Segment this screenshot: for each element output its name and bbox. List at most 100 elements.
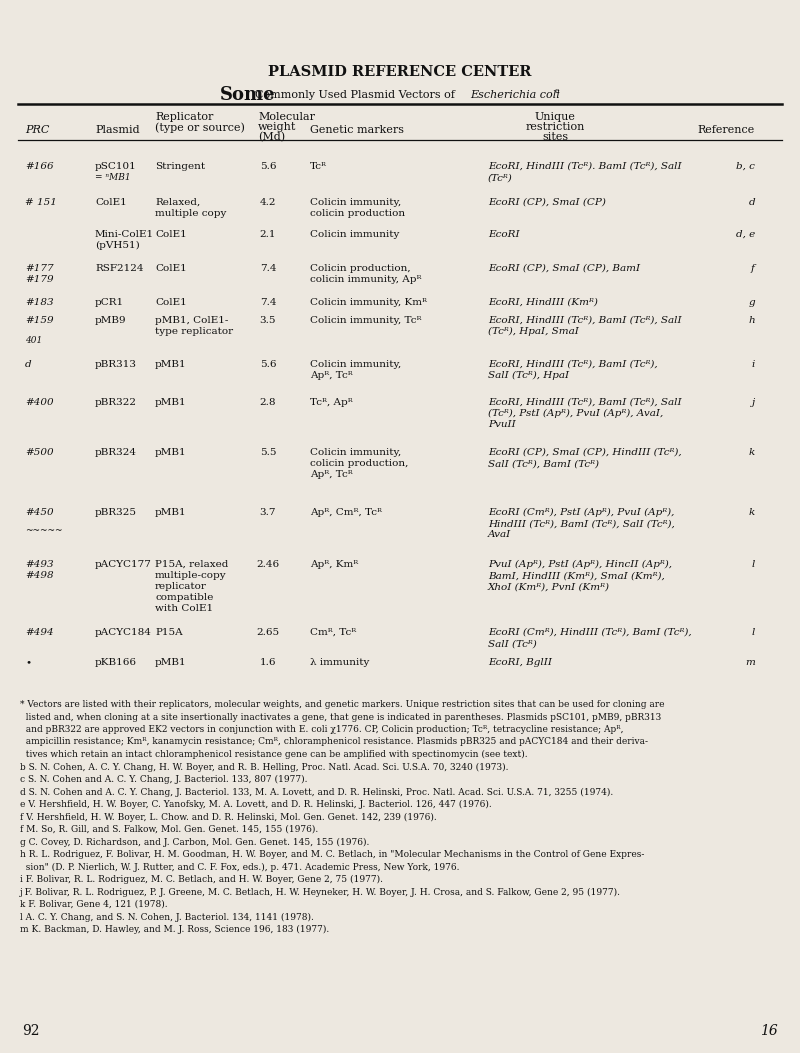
Text: #183: #183	[25, 298, 54, 307]
Text: pMB1: pMB1	[155, 448, 186, 457]
Text: PRC: PRC	[25, 125, 50, 135]
Text: P15A: P15A	[155, 628, 182, 637]
Text: k F. Bolivar, Gene 4, 121 (1978).: k F. Bolivar, Gene 4, 121 (1978).	[20, 900, 168, 909]
Text: EcoRI (CP), SmaI (CP): EcoRI (CP), SmaI (CP)	[488, 198, 606, 207]
Text: 1.6: 1.6	[260, 658, 276, 667]
Text: EcoRI (Cmᴿ), HindIII (Tcᴿ), BamI (Tcᴿ),
SalI (Tcᴿ): EcoRI (Cmᴿ), HindIII (Tcᴿ), BamI (Tcᴿ), …	[488, 628, 692, 648]
Text: ampicillin resistance; Kmᴿ, kanamycin resistance; Cmᴿ, chloramphenicol resistanc: ampicillin resistance; Kmᴿ, kanamycin re…	[20, 737, 648, 747]
Text: 5.5: 5.5	[260, 448, 276, 457]
Text: ~~~~~: ~~~~~	[25, 526, 62, 535]
Text: b S. N. Cohen, A. C. Y. Chang, H. W. Boyer, and R. B. Helling, Proc. Natl. Acad.: b S. N. Cohen, A. C. Y. Chang, H. W. Boy…	[20, 762, 509, 772]
Text: Unique: Unique	[534, 112, 575, 122]
Text: Apᴿ, Kmᴿ: Apᴿ, Kmᴿ	[310, 560, 358, 569]
Text: •: •	[25, 658, 31, 667]
Text: EcoRI (CP), SmaI (CP), HindIII (Tcᴿ),
SalI (Tcᴿ), BamI (Tcᴿ): EcoRI (CP), SmaI (CP), HindIII (Tcᴿ), Sa…	[488, 448, 682, 469]
Text: EcoRI, BglII: EcoRI, BglII	[488, 658, 552, 667]
Text: sion" (D. P. Nierlich, W. J. Rutter, and C. F. Fox, eds.), p. 471. Academic Pres: sion" (D. P. Nierlich, W. J. Rutter, and…	[20, 862, 459, 872]
Text: EcoRI (CP), SmaI (CP), BamI: EcoRI (CP), SmaI (CP), BamI	[488, 264, 640, 273]
Text: j: j	[752, 398, 755, 408]
Text: 2.8: 2.8	[260, 398, 276, 408]
Text: #494: #494	[25, 628, 54, 637]
Text: 401: 401	[25, 336, 42, 345]
Text: 2.46: 2.46	[257, 560, 279, 569]
Text: pMB1: pMB1	[155, 398, 186, 408]
Text: 7.4: 7.4	[260, 298, 276, 307]
Text: Mini-ColE1
(pVH51): Mini-ColE1 (pVH51)	[95, 230, 154, 251]
Text: #177
#179: #177 #179	[25, 264, 54, 284]
Text: pACYC177: pACYC177	[95, 560, 152, 569]
Text: 3.7: 3.7	[260, 508, 276, 517]
Text: Colicin immunity, Tcᴿ: Colicin immunity, Tcᴿ	[310, 316, 422, 325]
Text: e V. Hershfield, H. W. Boyer, C. Yanofsky, M. A. Lovett, and D. R. Helinski, J. : e V. Hershfield, H. W. Boyer, C. Yanofsk…	[20, 800, 492, 809]
Text: i: i	[752, 360, 755, 369]
Text: pMB1: pMB1	[155, 658, 186, 667]
Text: a: a	[555, 87, 560, 95]
Text: pSC101: pSC101	[95, 162, 137, 171]
Text: Some: Some	[220, 86, 276, 104]
Text: Stringent: Stringent	[155, 162, 205, 171]
Text: Colicin immunity, Kmᴿ: Colicin immunity, Kmᴿ	[310, 298, 427, 307]
Text: 2.65: 2.65	[257, 628, 279, 637]
Text: sites: sites	[542, 132, 568, 142]
Text: Tcᴿ, Apᴿ: Tcᴿ, Apᴿ	[310, 398, 353, 408]
Text: #450: #450	[25, 508, 54, 517]
Text: #500: #500	[25, 448, 54, 457]
Text: 7.4: 7.4	[260, 264, 276, 273]
Text: l A. C. Y. Chang, and S. N. Cohen, J. Bacteriol. 134, 1141 (1978).: l A. C. Y. Chang, and S. N. Cohen, J. Ba…	[20, 913, 314, 921]
Text: Commonly Used Plasmid Vectors of: Commonly Used Plasmid Vectors of	[255, 90, 458, 100]
Text: f: f	[751, 264, 755, 273]
Text: Apᴿ, Cmᴿ, Tcᴿ: Apᴿ, Cmᴿ, Tcᴿ	[310, 508, 382, 517]
Text: l: l	[752, 628, 755, 637]
Text: Genetic markers: Genetic markers	[310, 125, 404, 135]
Text: Colicin immunity,
Apᴿ, Tcᴿ: Colicin immunity, Apᴿ, Tcᴿ	[310, 360, 402, 380]
Text: m K. Backman, D. Hawley, and M. J. Ross, Science 196, 183 (1977).: m K. Backman, D. Hawley, and M. J. Ross,…	[20, 925, 330, 934]
Text: EcoRI, HindIII (Kmᴿ): EcoRI, HindIII (Kmᴿ)	[488, 298, 598, 307]
Text: (type or source): (type or source)	[155, 122, 245, 133]
Text: 2.1: 2.1	[260, 230, 276, 239]
Text: EcoRI (Cmᴿ), PstI (Apᴿ), PvuI (Apᴿ),
HindIII (Tcᴿ), BamI (Tcᴿ), SalI (Tcᴿ),
AvaI: EcoRI (Cmᴿ), PstI (Apᴿ), PvuI (Apᴿ), Hin…	[488, 508, 674, 539]
Text: tives which retain an intact chloramphenicol resistance gene can be amplified wi: tives which retain an intact chloramphen…	[20, 750, 528, 759]
Text: g C. Covey, D. Richardson, and J. Carbon, Mol. Gen. Genet. 145, 155 (1976).: g C. Covey, D. Richardson, and J. Carbon…	[20, 837, 370, 847]
Text: d: d	[25, 360, 32, 369]
Text: Colicin production,
colicin immunity, Apᴿ: Colicin production, colicin immunity, Ap…	[310, 264, 422, 284]
Text: pCR1: pCR1	[95, 298, 124, 307]
Text: ColE1: ColE1	[95, 198, 126, 207]
Text: f V. Hershfield, H. W. Boyer, L. Chow. and D. R. Helinski, Mol. Gen. Genet. 142,: f V. Hershfield, H. W. Boyer, L. Chow. a…	[20, 813, 437, 821]
Text: Reference: Reference	[698, 125, 755, 135]
Text: #159: #159	[25, 316, 54, 325]
Text: listed and, when cloning at a site insertionally inactivates a gene, that gene i: listed and, when cloning at a site inser…	[20, 713, 662, 721]
Text: Molecular: Molecular	[258, 112, 315, 122]
Text: RSF2124: RSF2124	[95, 264, 143, 273]
Text: 5.6: 5.6	[260, 162, 276, 171]
Text: b, c: b, c	[736, 162, 755, 171]
Text: #493
#498: #493 #498	[25, 560, 54, 580]
Text: 5.6: 5.6	[260, 360, 276, 369]
Text: # 151: # 151	[25, 198, 57, 207]
Text: Colicin immunity,
colicin production: Colicin immunity, colicin production	[310, 198, 405, 218]
Text: = ⁿMB1: = ⁿMB1	[95, 173, 130, 182]
Text: 92: 92	[22, 1024, 39, 1038]
Text: pBR313: pBR313	[95, 360, 137, 369]
Text: * Vectors are listed with their replicators, molecular weights, and genetic mark: * Vectors are listed with their replicat…	[20, 700, 665, 709]
Text: #400: #400	[25, 398, 54, 408]
Text: EcoRI: EcoRI	[488, 230, 520, 239]
Text: P15A, relaxed
multiple-copy
replicator
compatible
with ColE1: P15A, relaxed multiple-copy replicator c…	[155, 560, 228, 614]
Text: PLASMID REFERENCE CENTER: PLASMID REFERENCE CENTER	[268, 65, 532, 79]
Text: pMB9: pMB9	[95, 316, 126, 325]
Text: Tcᴿ: Tcᴿ	[310, 162, 327, 171]
Text: k: k	[749, 508, 755, 517]
Text: (Md): (Md)	[258, 132, 285, 142]
Text: EcoRI, HindIII (Tcᴿ). BamI (Tcᴿ), SalI
(Tcᴿ): EcoRI, HindIII (Tcᴿ). BamI (Tcᴿ), SalI (…	[488, 162, 682, 182]
Text: ColE1: ColE1	[155, 230, 186, 239]
Text: j F. Bolivar, R. L. Rodriguez, P. J. Greene, M. C. Betlach, H. W. Heyneker, H. W: j F. Bolivar, R. L. Rodriguez, P. J. Gre…	[20, 888, 621, 896]
Text: #166: #166	[25, 162, 54, 171]
Text: λ immunity: λ immunity	[310, 658, 370, 667]
Text: 3.5: 3.5	[260, 316, 276, 325]
Text: Colicin immunity: Colicin immunity	[310, 230, 399, 239]
Text: c S. N. Cohen and A. C. Y. Chang, J. Bacteriol. 133, 807 (1977).: c S. N. Cohen and A. C. Y. Chang, J. Bac…	[20, 775, 307, 784]
Text: i F. Bolivar, R. L. Rodriguez, M. C. Betlach, and H. W. Boyer, Gene 2, 75 (1977): i F. Bolivar, R. L. Rodriguez, M. C. Bet…	[20, 875, 383, 885]
Text: pBR322: pBR322	[95, 398, 137, 408]
Text: h R. L. Rodriguez, F. Bolivar, H. M. Goodman, H. W. Boyer, and M. C. Betlach, in: h R. L. Rodriguez, F. Bolivar, H. M. Goo…	[20, 850, 644, 859]
Text: pACYC184: pACYC184	[95, 628, 152, 637]
Text: Relaxed,
multiple copy: Relaxed, multiple copy	[155, 198, 226, 218]
